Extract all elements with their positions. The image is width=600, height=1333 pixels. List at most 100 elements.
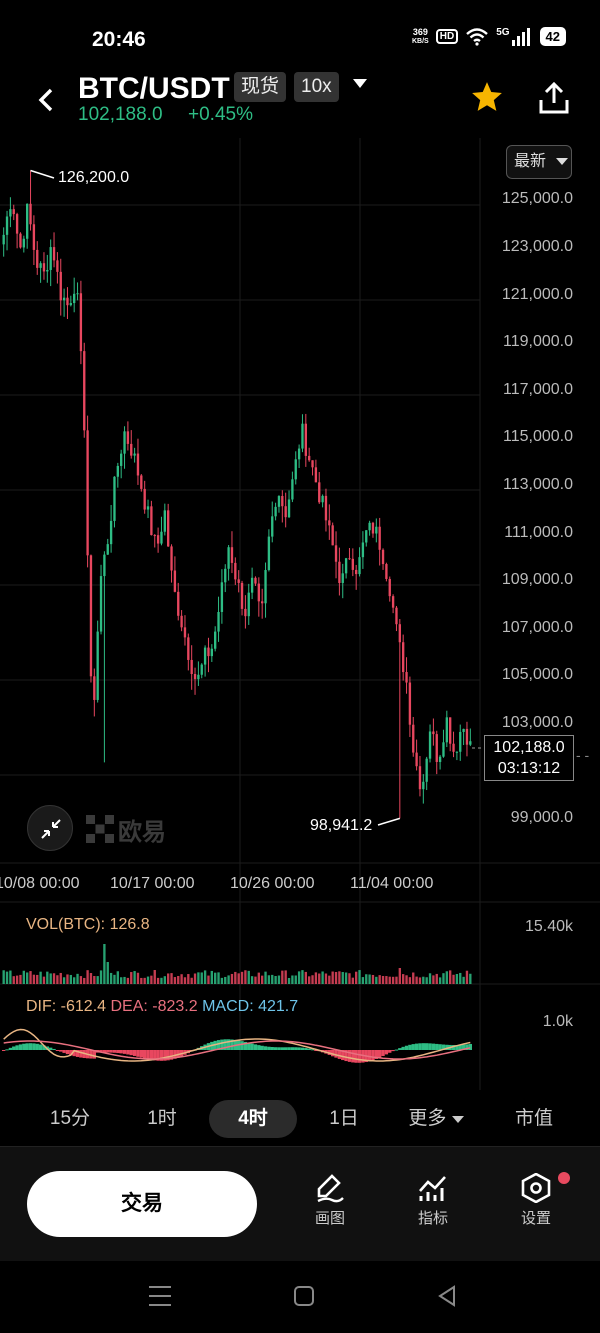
macd-histogram-bar [371, 1050, 375, 1061]
gear-icon [521, 1173, 551, 1203]
macd-histogram-bar [421, 1043, 425, 1050]
volume-bar [469, 973, 472, 984]
candle-body [449, 717, 452, 744]
volume-bar [385, 976, 388, 984]
macd-histogram-bar [153, 1050, 157, 1061]
tab-1h[interactable]: 1时 [147, 1108, 177, 1129]
macd-histogram-bar [99, 1050, 103, 1053]
candle-body [338, 561, 341, 583]
candle-body [29, 203, 32, 225]
home-icon[interactable] [293, 1285, 315, 1307]
candle-body [180, 615, 183, 628]
current-price-box: 102,188.0 03:13:12 [484, 735, 574, 781]
back-icon[interactable] [36, 86, 56, 122]
volume-bar [297, 971, 301, 984]
macd-histogram-bar [143, 1050, 147, 1059]
candle-body [193, 674, 197, 680]
candle-body [160, 531, 163, 544]
volume-bar [197, 972, 200, 984]
volume-axis-max: 15.40k [524, 918, 573, 935]
candle-body [103, 554, 106, 577]
indicators-tool[interactable]: 指标 [403, 1173, 463, 1239]
latest-dropdown[interactable]: 最新 [506, 145, 572, 179]
favorite-star-icon[interactable] [470, 80, 504, 114]
candle-body [22, 238, 25, 248]
candle-body [39, 263, 42, 268]
volume-bar [36, 974, 39, 984]
candle-body [220, 582, 224, 612]
wifi-icon [466, 27, 488, 46]
candle-body [207, 647, 210, 657]
candle-body [308, 455, 311, 461]
macd-histogram-bar [69, 1050, 73, 1056]
volume-bar [257, 972, 260, 984]
date-axis-label: 10/08 00:00 [0, 875, 80, 892]
candle-body [355, 569, 358, 575]
candle-body [227, 547, 230, 569]
trade-button[interactable]: 交易 [27, 1171, 257, 1237]
candle-body [136, 453, 140, 476]
dea-label: DEA: -823.2 [110, 998, 198, 1015]
macd-histogram-bar [22, 1043, 26, 1050]
volume-bar [455, 973, 459, 984]
candle-body [46, 269, 49, 272]
volume-bar [52, 973, 56, 984]
volume-bar [180, 974, 183, 984]
volume-bar [214, 972, 217, 984]
macd-histogram-bar [458, 1044, 462, 1050]
volume-bar [146, 976, 150, 984]
macd-histogram-bar [347, 1050, 352, 1062]
tab-1d[interactable]: 1日 [329, 1108, 359, 1129]
candle-body [19, 233, 22, 248]
candle-body [281, 496, 284, 507]
candle-body [264, 570, 267, 604]
settings-tool[interactable]: 设置 [506, 1173, 566, 1239]
volume-bar [217, 972, 220, 984]
volume-bar [5, 971, 9, 984]
back-nav-icon[interactable] [436, 1285, 458, 1307]
macd-histogram-bar [461, 1044, 466, 1050]
low-marker-line [377, 817, 401, 826]
volume-bar [234, 971, 237, 984]
candle-body [418, 766, 422, 790]
draw-tool[interactable]: 画图 [300, 1173, 360, 1239]
okx-watermark: 欧易 [86, 815, 176, 846]
macd-histogram-bar [284, 1047, 288, 1050]
tab-more[interactable]: 更多 [398, 1100, 474, 1138]
net-speed: 369 KB/S [412, 27, 429, 46]
tab-market-cap[interactable]: 市值 [514, 1108, 553, 1129]
volume-bar [250, 976, 254, 984]
macd-histogram-bar [156, 1050, 160, 1061]
volume-bar [19, 974, 22, 984]
pair-dropdown-icon[interactable] [353, 76, 367, 94]
volume-bar [29, 971, 32, 984]
candle-body [301, 423, 304, 449]
candle-body [62, 297, 66, 301]
volume-bar [224, 976, 227, 984]
candle-body [395, 607, 398, 625]
tab-4h[interactable]: 4时 [209, 1100, 297, 1138]
menu-icon[interactable] [148, 1285, 172, 1307]
macd-histogram-bar [166, 1050, 170, 1061]
volume-bar [69, 974, 72, 984]
collapse-icon[interactable] [27, 805, 73, 851]
date-axis-label: 10/26 00:00 [230, 875, 315, 892]
pair-title[interactable]: BTC/USDT [78, 72, 230, 105]
share-icon[interactable] [536, 80, 572, 116]
macd-histogram-bar [451, 1045, 456, 1050]
volume-bar [348, 973, 351, 984]
macd-histogram-bar [435, 1043, 439, 1050]
candle-body [217, 611, 220, 632]
candle-body [56, 260, 59, 272]
volume-bar [15, 975, 19, 984]
kline-chart[interactable] [0, 138, 600, 1093]
candle-body [314, 467, 318, 483]
tab-15m[interactable]: 15分 [49, 1108, 91, 1129]
status-bar: 20:46 369 KB/S HD 5G 42 [0, 0, 600, 70]
candle-body [294, 459, 297, 480]
candle-body [267, 536, 271, 571]
price-change: +0.45% [188, 104, 253, 125]
system-nav-bar [0, 1261, 600, 1333]
volume-bar [442, 973, 445, 984]
candle-body [230, 547, 234, 563]
